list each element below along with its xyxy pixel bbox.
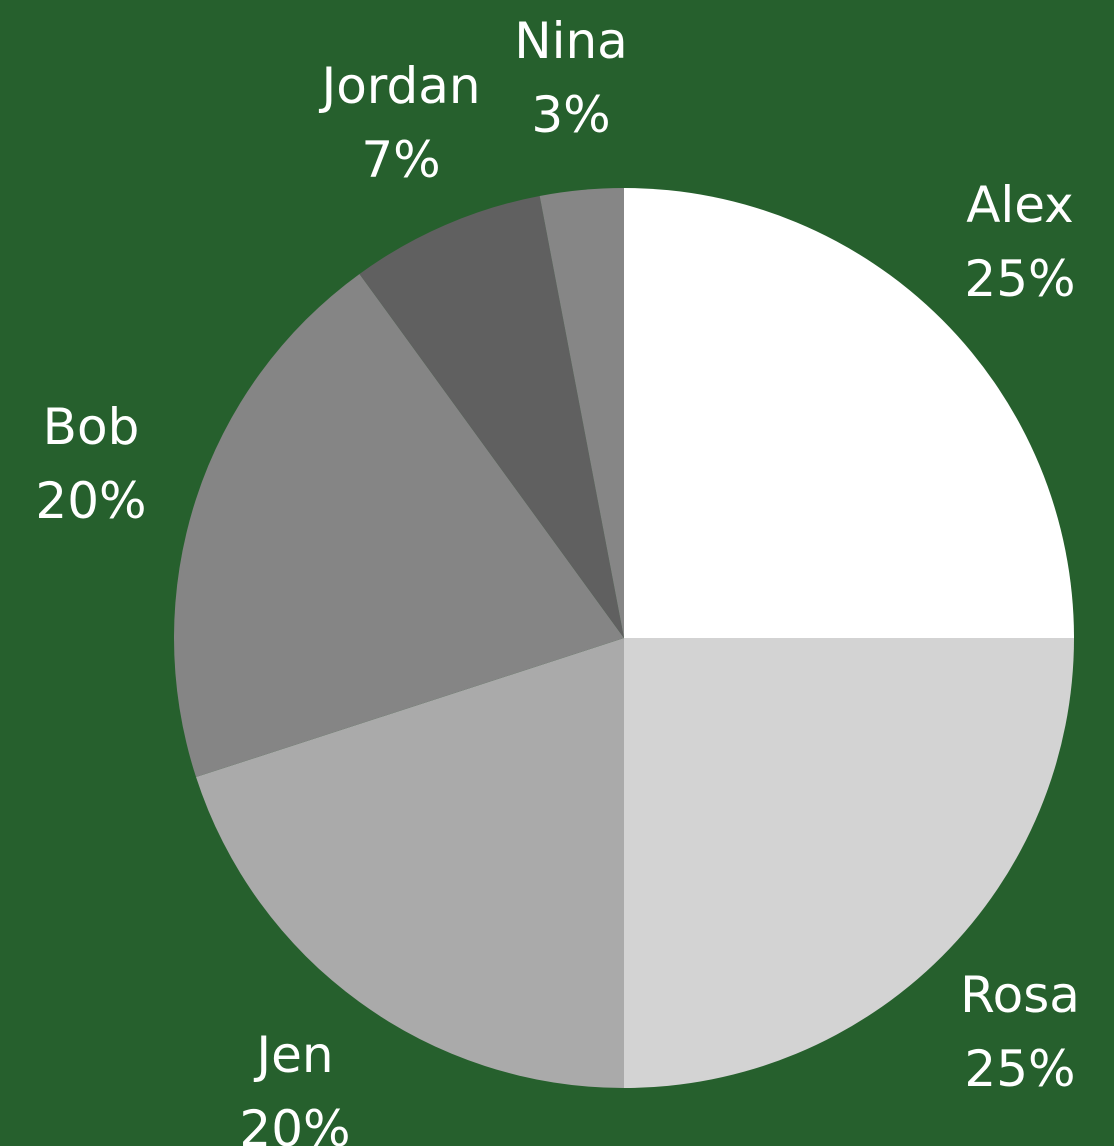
slice-label-bob: Bob [43, 398, 140, 456]
pie-slice-nina [539, 188, 624, 638]
pie-slices [173, 188, 1074, 1088]
slice-percent-rosa: 25% [964, 1040, 1075, 1098]
pie-slice-bob [173, 273, 625, 778]
slice-percent-jen: 20% [239, 1100, 350, 1146]
pie-slice-rosa [624, 638, 1074, 1088]
slice-percent-nina: 3% [531, 86, 610, 144]
slice-label-jen: Jen [253, 1026, 333, 1084]
pie-slice-jordan [359, 195, 624, 638]
slice-label-rosa: Rosa [960, 966, 1080, 1024]
slice-label-nina: Nina [514, 12, 628, 70]
pie-slice-jen [196, 638, 624, 1088]
slice-percent-bob: 20% [35, 472, 146, 530]
pie-slice-alex [624, 188, 1074, 638]
slice-label-jordan: Jordan [318, 57, 480, 115]
slice-percent-alex: 25% [964, 250, 1075, 308]
slice-percent-jordan: 7% [361, 131, 440, 189]
slice-labels: Alex 25% Rosa 25% Jen 20% Bob 20% Jordan 7% Nina 3% [35, 12, 1079, 1146]
slice-label-alex: Alex [966, 176, 1074, 234]
